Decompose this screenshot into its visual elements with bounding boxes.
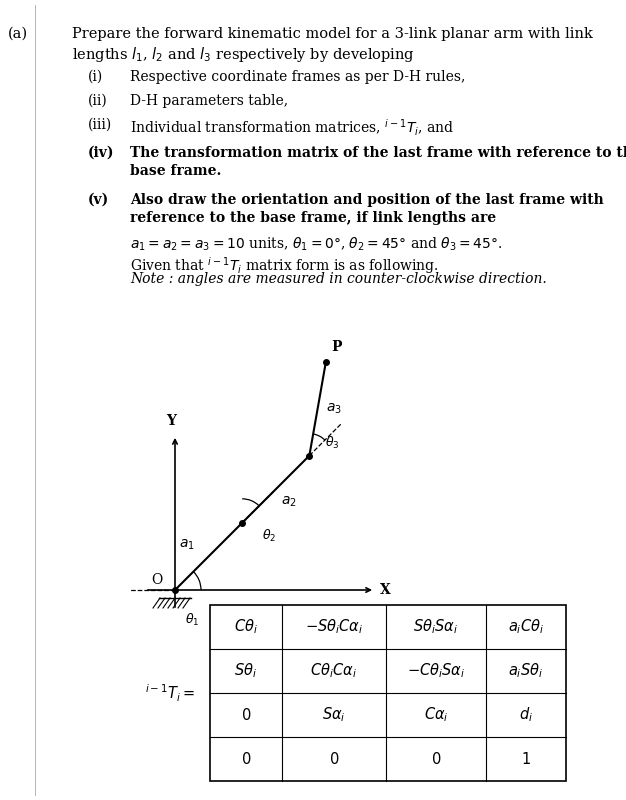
Text: O: O: [151, 573, 163, 587]
Text: $\theta_2$: $\theta_2$: [262, 528, 277, 544]
Text: $a_3$: $a_3$: [326, 402, 341, 416]
Text: $-S\theta_i C\alpha_i$: $-S\theta_i C\alpha_i$: [305, 618, 363, 636]
Text: $a_1$: $a_1$: [179, 538, 195, 553]
Text: $\theta_3$: $\theta_3$: [326, 434, 340, 450]
Text: (i): (i): [88, 70, 103, 84]
Text: reference to the base frame, if link lengths are: reference to the base frame, if link len…: [130, 211, 496, 225]
Text: $0$: $0$: [329, 751, 339, 767]
Text: Respective coordinate frames as per D-H rules,: Respective coordinate frames as per D-H …: [130, 70, 465, 84]
Text: The transformation matrix of the last frame with reference to the: The transformation matrix of the last fr…: [130, 146, 626, 160]
Text: $C\theta_i C\alpha_i$: $C\theta_i C\alpha_i$: [310, 662, 357, 680]
Text: $a_i C\theta_i$: $a_i C\theta_i$: [508, 618, 544, 636]
Text: $1$: $1$: [521, 751, 531, 767]
Text: (ii): (ii): [88, 94, 108, 108]
Text: D-H parameters table,: D-H parameters table,: [130, 94, 288, 108]
Text: Individual transformation matrices, $^{i-1}T_i$, and: Individual transformation matrices, $^{i…: [130, 118, 454, 138]
Text: (iv): (iv): [88, 146, 115, 160]
Text: base frame.: base frame.: [130, 164, 222, 178]
Text: $a_1 = a_2 = a_3 = 10$ units, $\theta_1 = 0°$, $\theta_2 = 45°$ and $\theta_3 = : $a_1 = a_2 = a_3 = 10$ units, $\theta_1 …: [130, 236, 502, 254]
Text: $\theta_1$: $\theta_1$: [185, 612, 200, 628]
Text: $d_i$: $d_i$: [519, 706, 533, 724]
Text: Prepare the forward kinematic model for a 3-link planar arm with link: Prepare the forward kinematic model for …: [72, 27, 593, 41]
Text: $a_2$: $a_2$: [281, 494, 297, 509]
Text: lengths $l_1$, $l_2$ and $l_3$ respectively by developing: lengths $l_1$, $l_2$ and $l_3$ respectiv…: [72, 45, 415, 64]
Text: $a_i S\theta_i$: $a_i S\theta_i$: [508, 662, 543, 680]
Text: $S\theta_i$: $S\theta_i$: [235, 662, 257, 680]
Text: $C\theta_i$: $C\theta_i$: [234, 618, 258, 636]
Text: Y: Y: [166, 414, 176, 428]
Text: (a): (a): [8, 27, 28, 41]
Text: (v): (v): [88, 193, 110, 207]
Text: $0$: $0$: [241, 751, 251, 767]
Text: Also draw the orientation and position of the last frame with: Also draw the orientation and position o…: [130, 193, 603, 207]
Text: Note : angles are measured in counter-clockwise direction.: Note : angles are measured in counter-cl…: [130, 272, 546, 286]
Text: X: X: [380, 583, 391, 597]
Text: $S\alpha_i$: $S\alpha_i$: [322, 706, 346, 724]
Text: (iii): (iii): [88, 118, 112, 132]
Text: $S\theta_i S\alpha_i$: $S\theta_i S\alpha_i$: [413, 618, 459, 636]
Bar: [210, 605, 566, 781]
Text: $0$: $0$: [431, 751, 441, 767]
Text: $0$: $0$: [241, 707, 251, 723]
Text: P: P: [331, 340, 341, 354]
Text: $-C\theta_i S\alpha_i$: $-C\theta_i S\alpha_i$: [407, 662, 465, 680]
Text: $^{i-1}T_i =$: $^{i-1}T_i =$: [145, 682, 195, 704]
Text: Given that $^{i-1}T_i$ matrix form is as following.: Given that $^{i-1}T_i$ matrix form is as…: [130, 255, 439, 276]
Text: $C\alpha_i$: $C\alpha_i$: [424, 706, 448, 724]
